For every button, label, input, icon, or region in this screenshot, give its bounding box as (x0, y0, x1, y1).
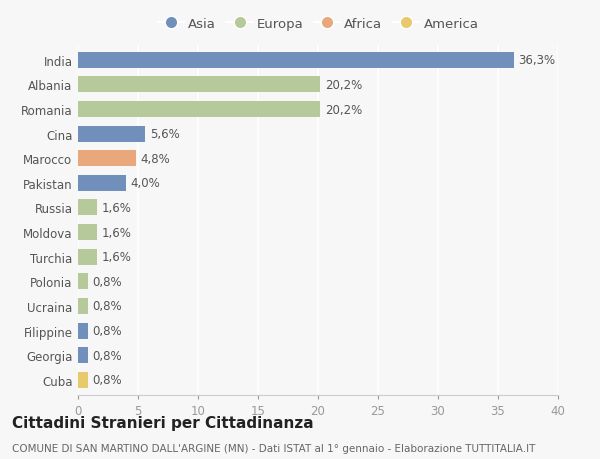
Bar (78, 102, 320, 118)
Text: 0,8%: 0,8% (92, 300, 122, 313)
Bar (78, 249, 97, 265)
Text: 0,8%: 0,8% (92, 349, 122, 362)
Text: 1,6%: 1,6% (102, 226, 132, 239)
Bar (78, 298, 88, 314)
Bar (78, 53, 514, 69)
Text: 5,6%: 5,6% (150, 128, 180, 141)
Bar (78, 175, 126, 191)
Text: 4,8%: 4,8% (140, 152, 170, 165)
Text: Cittadini Stranieri per Cittadinanza: Cittadini Stranieri per Cittadinanza (12, 415, 314, 431)
Bar (78, 274, 88, 290)
Bar (78, 224, 97, 241)
Text: 0,8%: 0,8% (92, 275, 122, 288)
Text: 4,0%: 4,0% (131, 177, 161, 190)
Text: 0,8%: 0,8% (92, 325, 122, 337)
Text: 1,6%: 1,6% (102, 202, 132, 214)
Bar (78, 372, 88, 388)
Bar (78, 347, 88, 364)
Text: 20,2%: 20,2% (325, 79, 362, 92)
Text: COMUNE DI SAN MARTINO DALL'ARGINE (MN) - Dati ISTAT al 1° gennaio - Elaborazione: COMUNE DI SAN MARTINO DALL'ARGINE (MN) -… (12, 443, 535, 453)
Bar (78, 151, 136, 167)
Bar (78, 77, 320, 93)
Text: 36,3%: 36,3% (518, 54, 556, 67)
Bar (78, 323, 88, 339)
Text: 0,8%: 0,8% (92, 374, 122, 386)
Bar (78, 126, 145, 142)
Text: 1,6%: 1,6% (102, 251, 132, 263)
Text: 20,2%: 20,2% (325, 103, 362, 116)
Bar (78, 200, 97, 216)
Legend: Asia, Europa, Africa, America: Asia, Europa, Africa, America (152, 12, 484, 36)
